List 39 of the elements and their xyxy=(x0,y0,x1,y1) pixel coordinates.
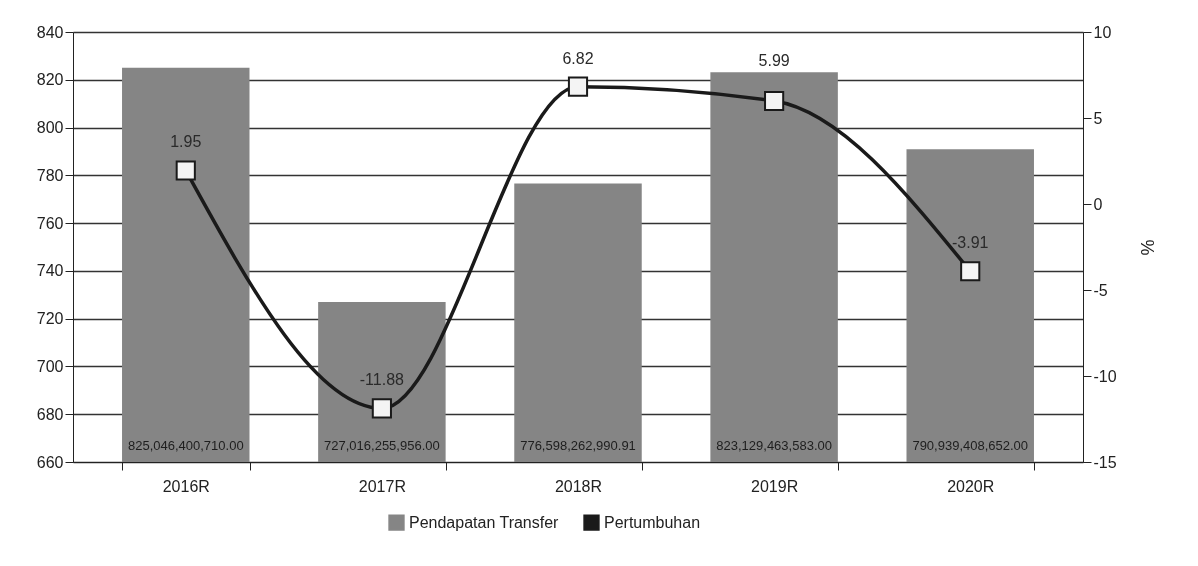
legend-label: Pendapatan Transfer xyxy=(409,513,560,531)
annotation: 825,046,400,710.00 xyxy=(127,438,244,453)
point xyxy=(567,76,589,97)
y2-tick-label: 10 xyxy=(1093,23,1112,41)
annotation: 823,129,463,583.00 xyxy=(716,438,832,453)
annotation: 727,016,255,956.00 xyxy=(324,438,440,453)
data-label: -3.91 xyxy=(952,234,989,252)
x-tick-label: 2018R xyxy=(554,477,603,495)
y-tick-label: 820 xyxy=(36,71,64,89)
y-tick-label: 720 xyxy=(36,310,64,328)
y-tick-label: 760 xyxy=(36,214,64,232)
x-tick-label: 2017R xyxy=(358,477,406,495)
y-tick-label: 840 xyxy=(36,23,64,41)
data-label: 1.95 xyxy=(170,133,202,151)
data-label: -11.88 xyxy=(359,371,405,389)
y2-tick-label: -5 xyxy=(1093,281,1108,299)
legend-label: Pertumbuhan xyxy=(604,513,701,531)
y2-tick-label: 5 xyxy=(1093,109,1103,127)
y-tick-label: 800 xyxy=(36,119,64,137)
point xyxy=(371,398,392,419)
point xyxy=(960,261,981,282)
annotation: 790,939,408,652.00 xyxy=(912,438,1029,453)
y2-axis-title: % xyxy=(1136,239,1157,256)
y-tick-label: 680 xyxy=(36,405,64,423)
y2-tick-label: -15 xyxy=(1093,453,1117,471)
x-tick-label: 2016R xyxy=(162,477,210,495)
data-label: 6.82 xyxy=(562,49,594,67)
x-tick-label: 2019R xyxy=(751,477,799,495)
point xyxy=(764,90,785,112)
y-tick-label: 660 xyxy=(36,453,64,471)
annotation: 776,598,262,990.91 xyxy=(520,438,636,453)
data-label: 5.99 xyxy=(758,52,790,70)
point xyxy=(175,160,196,181)
y2-tick-label: -10 xyxy=(1093,367,1117,385)
y-tick-label: 740 xyxy=(36,262,64,280)
x-tick-label: 2020R xyxy=(947,477,995,495)
y-tick-label: 700 xyxy=(36,357,64,375)
y-tick-label: 780 xyxy=(36,166,64,184)
y2-tick-label: 0 xyxy=(1093,195,1103,213)
